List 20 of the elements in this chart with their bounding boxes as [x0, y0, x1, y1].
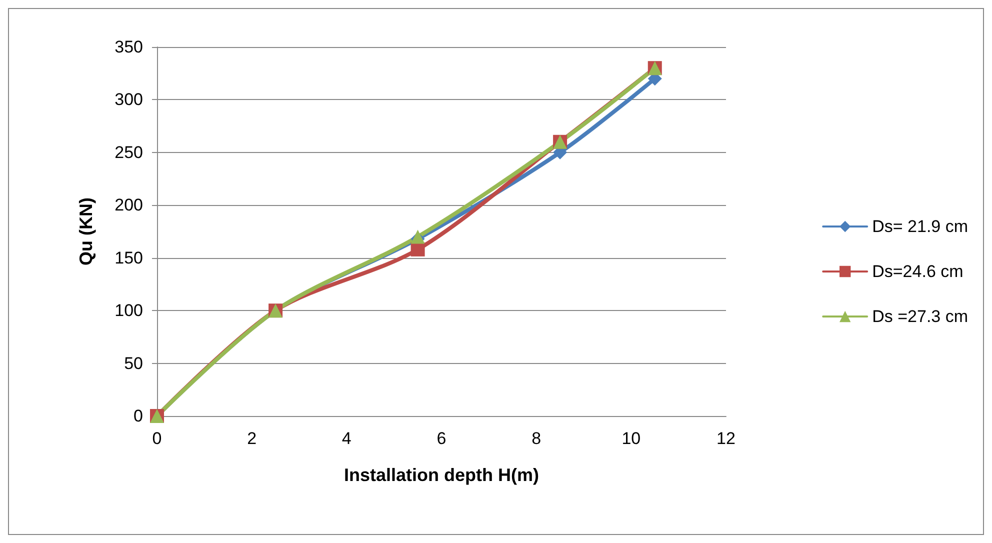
- x-tick-label: 2: [247, 429, 257, 448]
- y-tick-label: 300: [114, 90, 143, 110]
- x-tick-label: 0: [152, 429, 162, 448]
- y-tick-label: 0: [134, 406, 143, 426]
- x-tick-label: 4: [342, 429, 352, 448]
- legend-label: Ds=24.6 cm: [872, 262, 964, 281]
- x-tick-label: 8: [532, 429, 542, 448]
- y-axis-title: Qu (KN): [76, 198, 96, 266]
- legend-label: Ds= 21.9 cm: [872, 217, 968, 236]
- y-tick-label: 250: [114, 142, 143, 162]
- y-tick-label: 150: [114, 248, 143, 268]
- y-tick-label: 100: [114, 301, 143, 320]
- x-tick-label: 10: [622, 429, 641, 448]
- y-tick-label: 50: [124, 354, 143, 373]
- y-tick-label: 200: [114, 196, 143, 215]
- x-tick-label: 12: [716, 429, 736, 448]
- legend-label: Ds =27.3 cm: [872, 307, 968, 326]
- x-tick-label: 6: [436, 429, 446, 448]
- y-tick-label: 350: [114, 38, 143, 56]
- x-axis-title: Installation depth H(m): [344, 465, 539, 485]
